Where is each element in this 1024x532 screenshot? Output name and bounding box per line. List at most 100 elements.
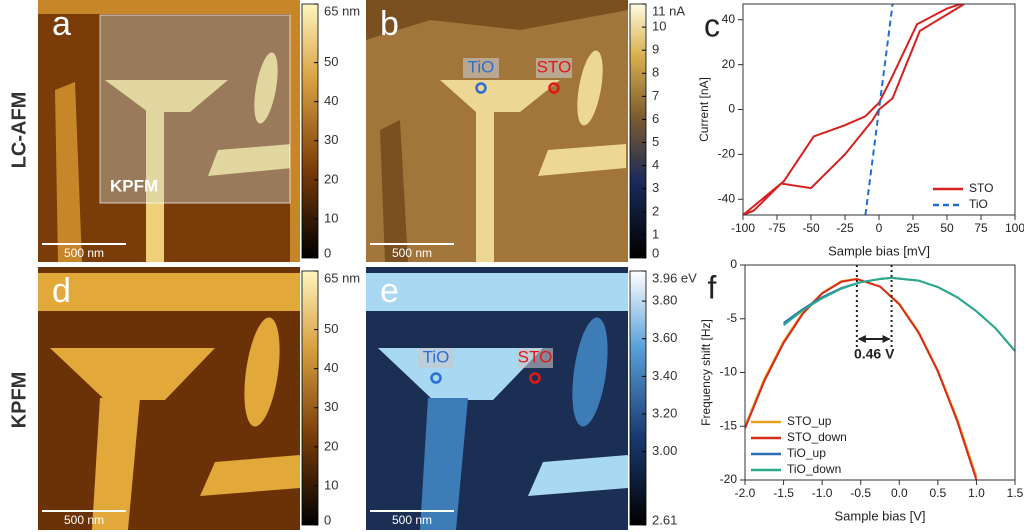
marker bbox=[430, 372, 442, 384]
marker-label: STO bbox=[537, 57, 572, 76]
x-tick-label: -25 bbox=[836, 221, 854, 235]
x-tick-label: 50 bbox=[940, 221, 954, 235]
image-feature bbox=[538, 144, 626, 176]
colorbar-tick-label: 3.00 bbox=[652, 443, 677, 458]
image-feature bbox=[146, 110, 164, 262]
colorbar-tick-label: 3.80 bbox=[652, 293, 677, 308]
plot-frame bbox=[744, 264, 1016, 481]
x-tick-label: 75 bbox=[974, 221, 988, 235]
image-feature bbox=[577, 50, 603, 126]
image-feature bbox=[572, 317, 608, 427]
kpfm-overlay bbox=[99, 14, 291, 204]
series-line bbox=[864, 4, 894, 215]
image-d bbox=[38, 267, 300, 530]
marker-label-bg bbox=[536, 58, 572, 78]
arrow-head bbox=[857, 335, 866, 343]
plot-frame bbox=[742, 3, 1016, 216]
colorbar bbox=[301, 270, 319, 526]
image-feature bbox=[476, 110, 494, 262]
colorbar-tick-label: 40 bbox=[324, 93, 338, 108]
legend-label: STO bbox=[969, 181, 993, 195]
colorbar-tick-label: 3.20 bbox=[652, 405, 677, 420]
colorbar-tick-label: 20 bbox=[324, 438, 338, 453]
image-e bbox=[366, 267, 628, 530]
image-feature bbox=[200, 455, 300, 496]
image-feature bbox=[208, 144, 292, 176]
x-tick-label: -1.5 bbox=[773, 486, 794, 500]
series-line bbox=[745, 277, 978, 480]
x-tick-label: -0.5 bbox=[850, 486, 871, 500]
panel-label: f bbox=[708, 269, 717, 305]
image-feature bbox=[55, 82, 82, 262]
scale-bar-label: 500 nm bbox=[392, 246, 432, 260]
image-feature bbox=[366, 0, 628, 40]
colorbar-tick-label: 3 bbox=[652, 180, 659, 195]
colorbar-tick-label: 30 bbox=[324, 132, 338, 147]
colorbar-tick-label: 65 nm bbox=[324, 3, 360, 18]
marker bbox=[475, 82, 487, 94]
y-tick-label: 40 bbox=[722, 12, 736, 26]
y-tick-label: 0 bbox=[728, 102, 735, 116]
scale-bar-label: 500 nm bbox=[392, 513, 432, 527]
colorbar-tick-label: 65 nm bbox=[324, 270, 360, 285]
image-feature bbox=[38, 0, 300, 14]
colorbar-tick-label: 5 bbox=[652, 134, 659, 149]
x-axis-label: Sample bias [mV] bbox=[828, 243, 930, 258]
colorbar-tick-label: 50 bbox=[324, 321, 338, 336]
x-tick-label: 0.0 bbox=[891, 486, 908, 500]
y-axis-label: Current [nA] bbox=[697, 77, 711, 142]
colorbar-tick-label: 2.61 bbox=[652, 512, 677, 527]
colorbar-tick-label: 1 bbox=[652, 226, 659, 241]
marker-label-bg bbox=[463, 58, 499, 78]
arrow-head bbox=[882, 335, 891, 343]
colorbar-tick-label: 3.60 bbox=[652, 330, 677, 345]
colorbar-tick-label: 6 bbox=[652, 111, 659, 126]
colorbar-tick-label: 0 bbox=[324, 245, 331, 260]
x-tick-label: -1.0 bbox=[812, 486, 833, 500]
panel-label: e bbox=[380, 272, 399, 310]
legend-label: TiO bbox=[969, 197, 988, 211]
colorbar-tick-label: 2 bbox=[652, 203, 659, 218]
image-feature bbox=[528, 455, 628, 496]
series-line bbox=[745, 277, 978, 478]
y-tick-label: -15 bbox=[720, 418, 738, 432]
colorbar-tick-label: 40 bbox=[324, 360, 338, 375]
x-tick-label: 0 bbox=[876, 221, 883, 235]
colorbar-tick-label: 3.40 bbox=[652, 368, 677, 383]
colorbar-tick-label: 50 bbox=[324, 54, 338, 69]
marker bbox=[548, 82, 560, 94]
x-tick-label: 100 bbox=[1005, 221, 1024, 235]
marker bbox=[529, 372, 541, 384]
image-a bbox=[38, 0, 300, 262]
colorbar-tick-label: 20 bbox=[324, 171, 338, 186]
image-feature bbox=[380, 120, 408, 262]
x-tick-label: 1.5 bbox=[1007, 486, 1024, 500]
colorbar-tick-label: 8 bbox=[652, 65, 659, 80]
x-tick-label: 1.0 bbox=[968, 486, 985, 500]
marker-label-bg bbox=[517, 348, 553, 368]
image-feature bbox=[244, 317, 280, 427]
panel-label: a bbox=[52, 5, 71, 43]
image-feature bbox=[105, 80, 228, 112]
legend-label: TiO_down bbox=[787, 462, 841, 476]
y-tick-label: -40 bbox=[718, 191, 736, 205]
legend-label: TiO_up bbox=[787, 446, 826, 460]
marker-label: STO bbox=[518, 347, 553, 366]
image-feature bbox=[254, 52, 278, 124]
x-tick-label: 25 bbox=[906, 221, 920, 235]
colorbar-tick-label: 3.96 eV bbox=[652, 270, 697, 285]
series-line bbox=[782, 276, 1015, 352]
y-tick-label: -5 bbox=[726, 311, 737, 325]
colorbar bbox=[629, 3, 647, 259]
image-b bbox=[366, 0, 628, 262]
marker-label: TiO bbox=[423, 347, 450, 366]
y-tick-label: 20 bbox=[722, 57, 736, 71]
panel-label: c bbox=[704, 7, 720, 43]
colorbar-tick-label: 0 bbox=[652, 245, 659, 260]
marker-label: TiO bbox=[468, 57, 495, 76]
series-line bbox=[743, 4, 966, 215]
colorbar-tick-label: 0 bbox=[324, 512, 331, 527]
